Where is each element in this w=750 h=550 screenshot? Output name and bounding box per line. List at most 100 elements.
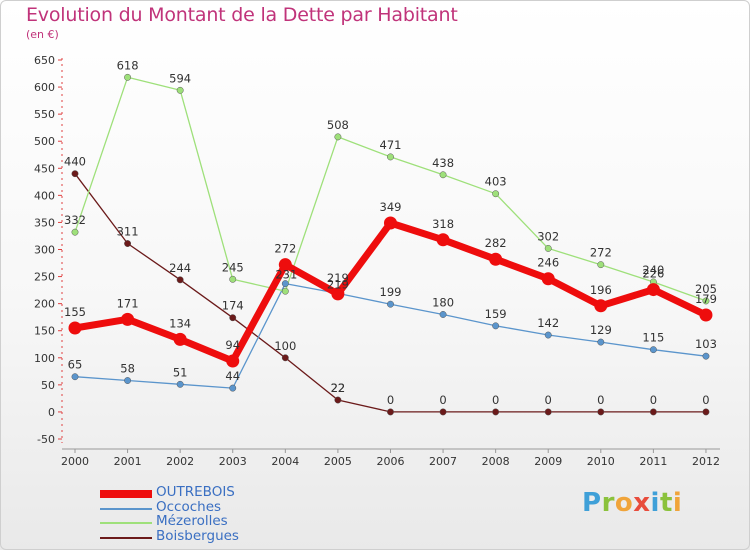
data-point-mézerolles: [439, 171, 447, 179]
data-label: 272: [274, 242, 296, 256]
data-label: 174: [222, 299, 244, 313]
data-label: 282: [485, 236, 507, 250]
data-label: 240: [642, 263, 664, 277]
legend-label: Occoches: [156, 498, 222, 515]
data-point-mézerolles: [544, 244, 552, 252]
data-label: 0: [702, 393, 709, 407]
data-label: 272: [590, 246, 612, 260]
data-label: 142: [537, 316, 559, 330]
data-point-outrebois: [646, 283, 660, 297]
data-label: 311: [117, 225, 139, 239]
data-point-mézerolles: [71, 228, 79, 236]
data-point-boisbergues: [281, 354, 289, 362]
data-point-boisbergues: [71, 170, 79, 178]
data-point-mézerolles: [124, 73, 132, 81]
chart-unit: (en €): [26, 28, 59, 41]
data-label: 179: [695, 292, 717, 306]
y-tick-label: 450: [34, 162, 55, 175]
logo-letter: i: [650, 488, 660, 518]
data-point-outrebois: [436, 233, 450, 247]
data-label: 180: [432, 295, 454, 309]
x-tick-label: 2009: [534, 455, 562, 468]
data-label: 22: [331, 381, 346, 395]
legend-label: OUTREBOIS: [156, 484, 235, 500]
data-point-boisbergues: [387, 408, 394, 416]
data-label: 100: [274, 339, 296, 353]
data-point-occoches: [281, 280, 289, 288]
data-point-boisbergues: [597, 408, 605, 416]
y-tick-label: 0: [48, 406, 55, 419]
data-label: 245: [222, 260, 244, 274]
data-point-outrebois: [699, 308, 713, 322]
legend-swatch: [100, 507, 152, 510]
x-tick-label: 2000: [61, 455, 89, 468]
data-label: 302: [537, 229, 559, 243]
x-tick-label: 2001: [114, 455, 142, 468]
y-tick-label: -50: [37, 433, 55, 446]
proxiti-logo: Proxiti: [582, 488, 682, 518]
data-point-boisbergues: [649, 408, 657, 416]
x-tick-label: 2003: [219, 455, 247, 468]
data-point-boisbergues: [702, 408, 710, 416]
data-label: 440: [64, 155, 86, 169]
data-point-outrebois: [541, 272, 555, 286]
data-label: 51: [173, 365, 188, 379]
legend-swatch: [100, 522, 152, 524]
data-label: 0: [650, 393, 657, 407]
data-label: 196: [590, 283, 612, 297]
data-label: 171: [117, 296, 139, 310]
data-label: 471: [380, 138, 402, 152]
logo-letter: i: [672, 488, 683, 518]
x-tick-label: 2006: [376, 455, 404, 468]
data-point-boisbergues: [439, 408, 447, 416]
data-point-mézerolles: [597, 261, 605, 269]
x-tick-label: 2005: [324, 455, 352, 468]
data-point-occoches: [702, 352, 710, 360]
legend-label: Boisbergues: [156, 527, 239, 544]
data-point-occoches: [387, 300, 394, 308]
data-point-occoches: [71, 373, 79, 381]
x-tick-label: 2002: [166, 455, 194, 468]
x-tick-label: 2011: [639, 455, 667, 468]
data-label: 129: [590, 323, 612, 337]
data-label: 219: [327, 271, 349, 285]
data-label: 159: [485, 307, 507, 321]
data-label: 205: [695, 282, 717, 296]
data-label: 0: [439, 393, 446, 407]
data-label: 155: [64, 305, 86, 319]
data-point-boisbergues: [176, 276, 184, 284]
data-label: 219: [327, 277, 349, 291]
y-tick-label: 50: [41, 379, 55, 392]
data-label: 22: [331, 381, 346, 395]
data-point-mézerolles: [702, 297, 710, 305]
x-tick-label: 2010: [587, 455, 615, 468]
data-label: 246: [537, 256, 559, 270]
data-point-boisbergues: [334, 396, 342, 404]
data-point-boisbergues: [229, 314, 237, 322]
logo-letter: t: [659, 488, 673, 518]
data-label: 403: [485, 175, 507, 189]
x-tick-label: 2012: [692, 455, 720, 468]
data-label: 115: [642, 331, 664, 345]
x-tick-label: 2008: [482, 455, 510, 468]
data-label: 103: [695, 337, 717, 351]
data-point-occoches: [124, 377, 132, 384]
data-label: 94: [225, 338, 240, 352]
data-label: 438: [432, 156, 454, 170]
data-point-outrebois: [383, 216, 397, 230]
data-point-outrebois: [331, 287, 345, 301]
data-label: 65: [68, 358, 83, 372]
data-label: 134: [169, 316, 191, 330]
data-point-occoches: [176, 380, 184, 388]
legend-label: Mézerolles: [156, 513, 228, 529]
data-point-mézerolles: [387, 153, 394, 161]
data-label: 226: [642, 267, 664, 281]
data-point-mézerolles: [281, 287, 289, 295]
y-tick-label: 400: [34, 189, 55, 202]
data-point-occoches: [597, 338, 605, 346]
data-label: 199: [380, 285, 402, 299]
logo-letter: o: [614, 488, 634, 518]
data-point-mézerolles: [229, 275, 237, 283]
y-tick-label: 250: [34, 271, 55, 284]
